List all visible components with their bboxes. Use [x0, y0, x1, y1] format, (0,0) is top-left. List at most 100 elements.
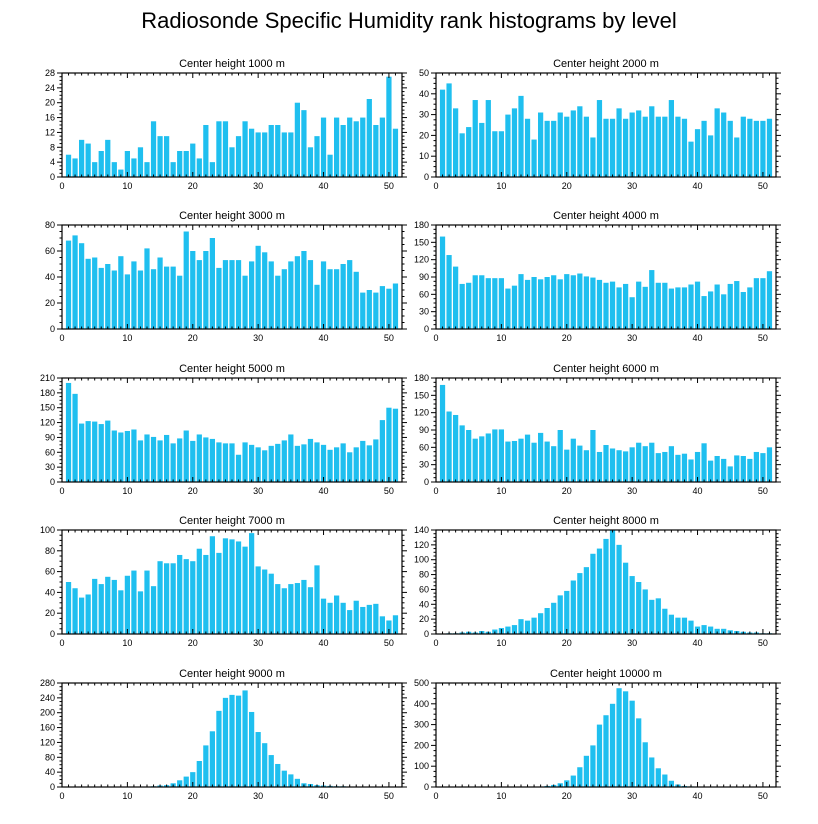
panel-2-bar: [564, 116, 570, 177]
panel-5-bar: [294, 445, 300, 482]
panel-7-xtick-label: 10: [122, 638, 132, 648]
panel-4-xtick-label: 50: [758, 333, 768, 343]
panel-4-bar: [551, 275, 557, 329]
panel-1-bar: [288, 132, 294, 177]
panel-1-xtick-label: 30: [253, 181, 263, 191]
panel-5-xtick-label: 40: [319, 486, 329, 496]
panel-5-bar: [392, 408, 399, 482]
panel-5-bar: [307, 438, 314, 482]
panel-5-bar: [92, 421, 98, 482]
panel-6-bar: [570, 438, 576, 482]
panel-7-bar: [150, 586, 157, 634]
panel-8-bar: [511, 625, 518, 634]
panel-2-bar: [498, 131, 504, 177]
panel-3-bar: [281, 269, 287, 329]
panel-5-bar: [105, 420, 111, 482]
panel-1-bar: [353, 121, 359, 177]
panel-4-bar: [753, 278, 759, 329]
panel-4-title: Center height 4000 m: [553, 210, 659, 222]
panel-3-bar: [209, 238, 215, 329]
panel-7-ytick-label: 40: [45, 587, 55, 597]
panel-3-bar: [347, 260, 353, 329]
panel-7-bar: [105, 576, 111, 634]
panel-3-bar: [229, 260, 235, 329]
panel-4-bar: [714, 284, 720, 329]
panel-7-bar: [327, 602, 333, 634]
panel-3-bar: [177, 275, 183, 329]
panel-5-bar: [262, 450, 268, 482]
panel-1-bar: [294, 102, 300, 177]
panel-7-bar: [275, 584, 281, 634]
panel-2-bar: [446, 83, 452, 177]
panel-7-bar: [301, 579, 307, 634]
panel-8-xtick-label: 0: [433, 638, 438, 648]
panel-5-bar: [144, 434, 150, 482]
panel-4-bar: [636, 281, 642, 329]
panel-4-bar: [681, 287, 688, 329]
panel-10-bar: [609, 703, 616, 787]
panel-2-bar: [492, 131, 498, 177]
panel-5-bar: [327, 449, 333, 482]
panel-1-bar: [92, 162, 98, 177]
panel-6-xtick-label: 30: [627, 486, 637, 496]
panel-6-bar: [740, 456, 746, 482]
panel-1-bar: [157, 136, 163, 177]
panel-7-bar: [170, 563, 176, 634]
panel-4-bar: [662, 282, 668, 329]
panel-6-ytick-label: 90: [419, 425, 429, 435]
panel-6-xtick-label: 10: [496, 486, 506, 496]
panel-5-bar: [216, 442, 222, 482]
panel-2-bar: [668, 100, 674, 177]
panel-7-bar: [242, 546, 248, 634]
panel-9-bar: [262, 743, 268, 787]
panel-5-bar: [190, 440, 196, 482]
panel-4-bar: [734, 281, 740, 329]
panel-9-bar: [268, 755, 274, 787]
panel-9-ytick-label: 280: [40, 678, 55, 688]
panel-2-bar: [590, 137, 596, 177]
panel-2-bar: [760, 120, 766, 177]
panel-3-bar: [157, 257, 163, 329]
panel-6-bar: [485, 433, 491, 482]
panel-2-bar: [538, 112, 544, 177]
panel-9-bar: [196, 761, 202, 787]
panel-1-bar: [320, 117, 327, 177]
panel-3-xtick-label: 40: [319, 333, 329, 343]
panel-9-bar: [249, 711, 255, 787]
panel-2-bar: [603, 118, 609, 177]
panel-1-bar: [366, 99, 372, 177]
panel-5-xtick-label: 50: [384, 486, 394, 496]
panel-5-bar: [366, 445, 372, 482]
panel-10-bar: [577, 767, 583, 787]
panel-8-bar: [675, 617, 681, 634]
panel-8-bar: [616, 544, 622, 634]
panel-5-bar: [373, 439, 379, 482]
panel-2-ytick-label: 20: [419, 130, 429, 140]
panel-3-bar: [183, 231, 189, 329]
panel-6-ytick-label: 120: [414, 408, 429, 418]
panel-3-bar: [360, 292, 366, 329]
panel-3-bar: [379, 286, 385, 329]
panel-5-bar: [79, 423, 85, 482]
panel-7-bar: [144, 570, 150, 634]
panel-7-xtick-label: 50: [384, 638, 394, 648]
panel-8-bar: [518, 619, 524, 634]
panel-3-xtick-label: 20: [188, 333, 198, 343]
panel-10-xtick-label: 10: [496, 791, 506, 801]
panel-2-bar: [636, 110, 642, 177]
panel-5-bar: [249, 444, 255, 482]
panel-2-bar: [616, 108, 622, 177]
panel-7-ytick-label: 80: [45, 546, 55, 556]
panel-1-title: Center height 1000 m: [179, 58, 285, 70]
panel-2-bar: [524, 118, 531, 177]
panel-4-bar: [577, 273, 583, 329]
panel-10-bar: [623, 691, 629, 787]
panel-3-ytick-label: 40: [45, 272, 55, 282]
panel-6-bar: [655, 453, 661, 482]
panel-5-bar: [255, 447, 261, 482]
panel-3-bar: [249, 261, 255, 329]
panel-4-bar: [675, 287, 681, 329]
panel-4-bar: [655, 282, 661, 329]
panel-2-bar: [766, 118, 773, 177]
panel-7-bar: [203, 554, 209, 634]
